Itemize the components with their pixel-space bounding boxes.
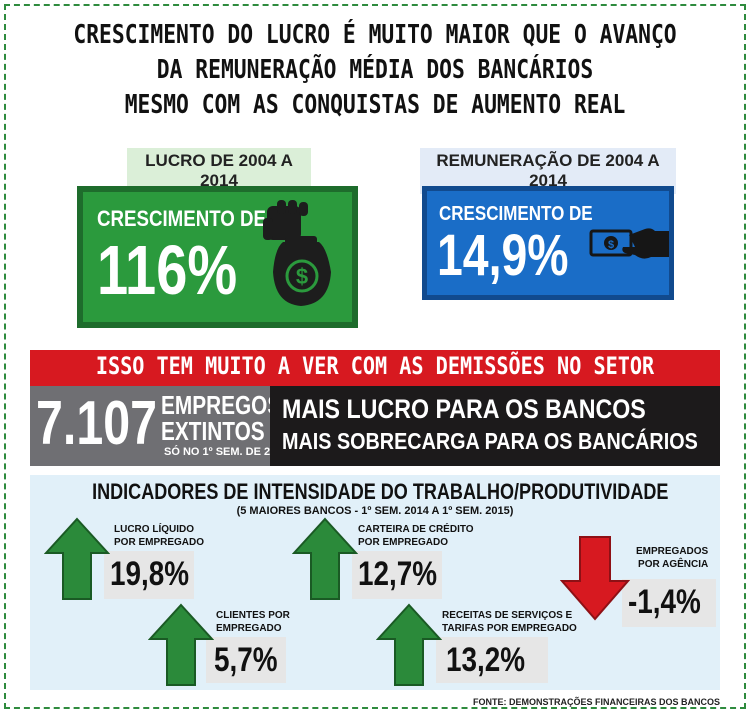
salary-growth-caption: CRESCIMENTO DE <box>439 203 593 225</box>
svg-text:$: $ <box>296 264 308 289</box>
money-bag-hand-icon: $ <box>263 200 331 306</box>
headline-line-2: DA REMUNERAÇÃO MÉDIA DOS BANCÁRIOS <box>156 55 594 85</box>
salary-growth-value: 14,9% <box>437 223 569 288</box>
up-arrow-icon <box>148 603 214 686</box>
jobs-cut-box: 7.107 EMPREGOS EXTINTOS SÓ NO 1º SEM. DE… <box>30 386 288 466</box>
indicator-label: LUCRO LÍQUIDO POR EMPREGADO <box>114 524 205 548</box>
indicator-value-shade <box>104 551 194 599</box>
up-arrow-icon <box>292 517 358 600</box>
message-line-2: MAIS SOBRECARGA PARA OS BANCÁRIOS <box>282 428 698 454</box>
dashed-border-frame <box>4 4 746 709</box>
profit-growth-caption: CRESCIMENTO DE <box>97 206 267 231</box>
indicator-value: 5,7% <box>214 641 278 679</box>
up-arrow-icon <box>44 517 110 600</box>
headline: CRESCIMENTO DO LUCRO É MUITO MAIOR QUE O… <box>0 18 750 123</box>
down-arrow-icon <box>560 536 630 621</box>
jobs-cut-number: 7.107 <box>36 389 158 458</box>
svg-text:$: $ <box>608 239 614 251</box>
indicator-value-shade <box>436 637 548 683</box>
layoffs-banner-text: ISSO TEM MUITO A VER COM AS DEMISSÕES NO… <box>95 352 655 380</box>
indicator-label: CLIENTES POR EMPREGADO <box>216 610 290 634</box>
indicator-value-shade <box>622 579 716 627</box>
up-arrow-icon <box>376 603 442 686</box>
headline-line-3: MESMO COM AS CONQUISTAS DE AUMENTO REAL <box>124 90 626 120</box>
indicator-value: 12,7% <box>358 555 438 593</box>
indicator-value: 19,8% <box>110 555 190 593</box>
indicator-value-shade <box>352 551 442 599</box>
cash-hand-icon: $ <box>589 228 669 259</box>
indicator-label: CARTEIRA DE CRÉDITO POR EMPREGADO <box>358 524 474 548</box>
layoffs-banner: ISSO TEM MUITO A VER COM AS DEMISSÕES NO… <box>30 350 720 386</box>
message-box: MAIS LUCRO PARA OS BANCOS MAIS SOBRECARG… <box>270 386 720 466</box>
source-note: FONTE: DEMONSTRAÇÕES FINANCEIRAS DOS BAN… <box>472 697 720 707</box>
headline-line-1: CRESCIMENTO DO LUCRO É MUITO MAIOR QUE O… <box>73 20 677 50</box>
jobs-cut-word-1: EMPREGOS <box>161 390 282 420</box>
indicator-value: 13,2% <box>446 641 526 679</box>
jobs-cut-note: SÓ NO 1º SEM. DE 2015 <box>164 446 289 458</box>
indicators-title: INDICADORES DE INTENSIDADE DO TRABALHO/P… <box>92 479 669 504</box>
profit-growth-card: CRESCIMENTO DE 116% $ <box>77 186 358 328</box>
indicator-value-shade <box>206 637 286 683</box>
profit-growth-value: 116% <box>97 231 238 309</box>
salary-growth-card: CRESCIMENTO DE 14,9% $ <box>422 186 674 300</box>
indicator-label: EMPREGADOS POR AGÊNCIA <box>636 546 709 570</box>
indicator-value: -1,4% <box>628 583 701 621</box>
message-line-1: MAIS LUCRO PARA OS BANCOS <box>282 394 646 424</box>
indicators-panel: INDICADORES DE INTENSIDADE DO TRABALHO/P… <box>30 475 720 690</box>
indicators-subtitle: (5 MAIORES BANCOS - 1º SEM. 2014 A 1º SE… <box>236 505 514 517</box>
indicator-label: RECEITAS DE SERVIÇOS E TARIFAS POR EMPRE… <box>442 610 577 634</box>
jobs-cut-word-2: EXTINTOS <box>161 416 265 446</box>
